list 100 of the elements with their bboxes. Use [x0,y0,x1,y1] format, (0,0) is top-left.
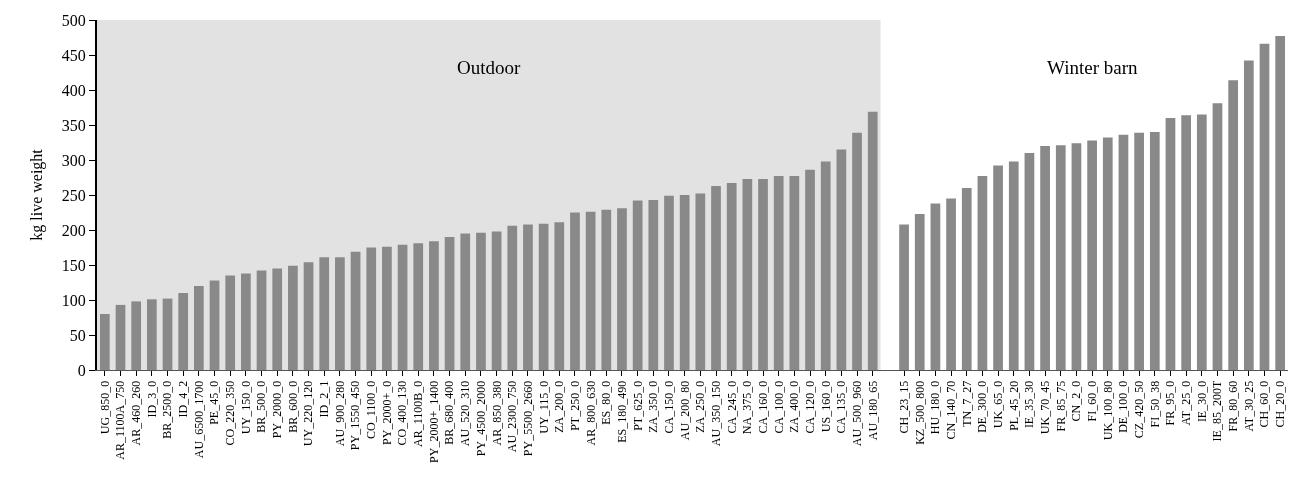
bar [1181,115,1191,370]
bar [162,298,173,370]
bar [961,188,972,370]
bar [1040,146,1050,370]
x-tick-label: BR_2500_0 [160,380,175,439]
bar [507,225,518,370]
x-tick-label: AU_520_310 [458,380,473,447]
bar [993,165,1003,370]
x-tick-label: CA_135_0 [834,380,849,434]
bar [836,149,847,370]
bar [476,232,486,370]
x-tick-label: UG_850_0 [97,380,112,435]
bar [585,211,596,370]
x-tick-label: CO_400_130 [395,380,410,446]
y-tick-label: 50 [69,326,86,344]
x-tick-label: PY_2000+_1400 [426,380,441,463]
x-tick-label: UY_150_0 [238,380,253,435]
bar [209,280,220,370]
bar [131,301,142,370]
bar [601,209,612,370]
bar [335,257,345,370]
bar [914,213,925,370]
x-tick-label: DE_300_0 [975,380,990,433]
x-tick-label: ZA_250_0 [693,380,708,433]
x-tick-label: ID_3_0 [144,380,159,418]
x-tick-label: CH_20_0 [1273,380,1288,428]
y-tick-label: 450 [61,46,86,64]
bar [820,161,831,370]
bar [805,169,815,370]
bar [146,299,157,370]
y-tick-label: 200 [61,221,86,239]
x-tick-label: PY_1550_450 [348,380,363,451]
x-tick-label: UY_115_0 [536,380,551,434]
bar [648,199,659,370]
annotation: Winter barn [1047,57,1138,78]
x-tick-label: FI_60_0 [1085,380,1100,422]
x-tick-label: US_160_0 [818,380,833,433]
x-tick-label: CN_140_70 [943,380,958,440]
bar [1102,137,1113,370]
bar [491,231,502,370]
bar [664,195,674,370]
bar [1228,80,1239,370]
x-tick-label: AR_800_630 [583,380,598,446]
x-tick-label: ZA_350_0 [646,380,661,433]
x-tick-label: IE_30_0 [1194,380,1209,423]
bar [523,224,533,370]
x-tick-label: PT_250_0 [567,380,582,431]
x-tick-label: CA_245_0 [724,380,739,434]
bar [1055,145,1066,370]
bar [1243,60,1254,370]
x-tick-label: FR_80_60 [1226,380,1241,432]
bar [946,198,956,370]
bar [977,176,988,370]
bar [1024,153,1035,370]
y-tick-label: 300 [61,151,86,169]
bar [241,273,251,370]
x-tick-label: KZ_500_800 [912,380,927,445]
x-tick-label: CA_150_0 [661,380,676,434]
x-tick-label: AU_500_960 [849,380,864,447]
x-tick-label: AR_460_260 [129,380,144,446]
x-tick-label: UK_65_0 [990,380,1005,429]
bar [115,304,126,370]
bar [460,233,471,370]
bar [1134,132,1144,370]
x-tick-label: ES_180_490 [614,380,629,443]
x-tick-label: AR_1100B_0 [411,380,426,448]
bar [742,178,753,370]
bar [397,244,408,370]
bar [1259,43,1270,370]
x-tick-label: PE_45_0 [207,380,222,425]
x-tick-label: TN_7_27 [959,380,974,427]
y-tick-label: 350 [61,116,86,134]
bar [429,241,439,370]
x-tick-label: PT_625_0 [630,380,645,431]
bar [225,275,236,370]
x-tick-label: PY_4500_2000 [473,380,488,457]
bar [178,293,189,370]
bar [1087,140,1097,370]
x-tick-label: DE_100_0 [1116,380,1131,433]
x-tick-label: ID_4_2 [176,380,191,418]
x-tick-label: CZ_420_50 [1132,380,1147,439]
bar [444,237,455,370]
x-tick-label: PY_5500_2660 [520,380,535,457]
x-tick-label: CN_2_0 [1069,380,1084,422]
x-tick-label: ZA_200_0 [552,380,567,433]
bar [1212,103,1223,370]
x-tick-label: ID_2_1 [317,380,332,418]
bar [789,176,800,370]
x-tick-label: AU_2300_750 [505,380,520,453]
x-tick-label: PL_45_20 [1006,380,1021,431]
x-tick-label: CA_120_0 [802,380,817,434]
x-tick-label: PY_2000+_0 [379,380,394,445]
x-tick-label: FI_50_38 [1147,380,1162,428]
bar [99,314,110,370]
bar [711,185,721,370]
band-label: Outdoor [457,57,521,78]
bar [773,176,784,370]
bar [758,178,768,370]
x-tick-label: IE_35_30 [1022,380,1037,429]
bar [554,222,565,370]
